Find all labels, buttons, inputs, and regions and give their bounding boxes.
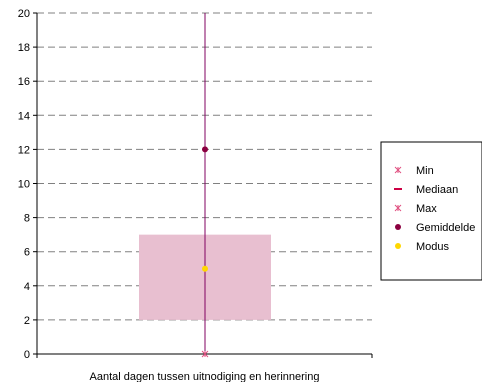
y-tick-label: 6 bbox=[24, 247, 30, 259]
y-tick-label: 10 bbox=[18, 179, 30, 191]
legend: Min Mediaan Max Gemiddelde Modus bbox=[380, 141, 482, 281]
legend-label-mediaan: Mediaan bbox=[416, 184, 458, 196]
legend-label-gemiddelde: Gemiddelde bbox=[416, 222, 475, 234]
legend-label-max: Max bbox=[416, 203, 437, 215]
y-tick-label: 12 bbox=[18, 144, 30, 156]
legend-symbol-modus bbox=[395, 243, 401, 249]
marker-modus bbox=[202, 265, 208, 272]
y-tick-label: 14 bbox=[18, 110, 30, 122]
legend-symbol-max bbox=[394, 204, 402, 212]
marker-gemiddelde bbox=[202, 146, 208, 153]
y-ticks: 0 2 4 6 8 10 12 14 16 18 20 bbox=[18, 8, 373, 361]
y-tick-label: 0 bbox=[24, 349, 30, 361]
y-tick-label: 8 bbox=[24, 213, 30, 225]
y-tick-label: 18 bbox=[18, 42, 30, 54]
data-markers bbox=[201, 146, 209, 358]
legend-label-min: Min bbox=[416, 165, 434, 177]
legend-symbol-gemiddelde bbox=[395, 224, 401, 230]
marker-min bbox=[201, 350, 209, 358]
y-tick-label: 20 bbox=[18, 8, 30, 20]
y-tick-label: 4 bbox=[24, 281, 30, 293]
x-axis-title: Aantal dagen tussen uitnodiging en herin… bbox=[90, 371, 320, 382]
legend-symbol-min bbox=[394, 166, 402, 174]
legend-label-modus: Modus bbox=[416, 241, 450, 253]
y-tick-label: 16 bbox=[18, 76, 30, 88]
y-tick-label: 2 bbox=[24, 315, 30, 327]
